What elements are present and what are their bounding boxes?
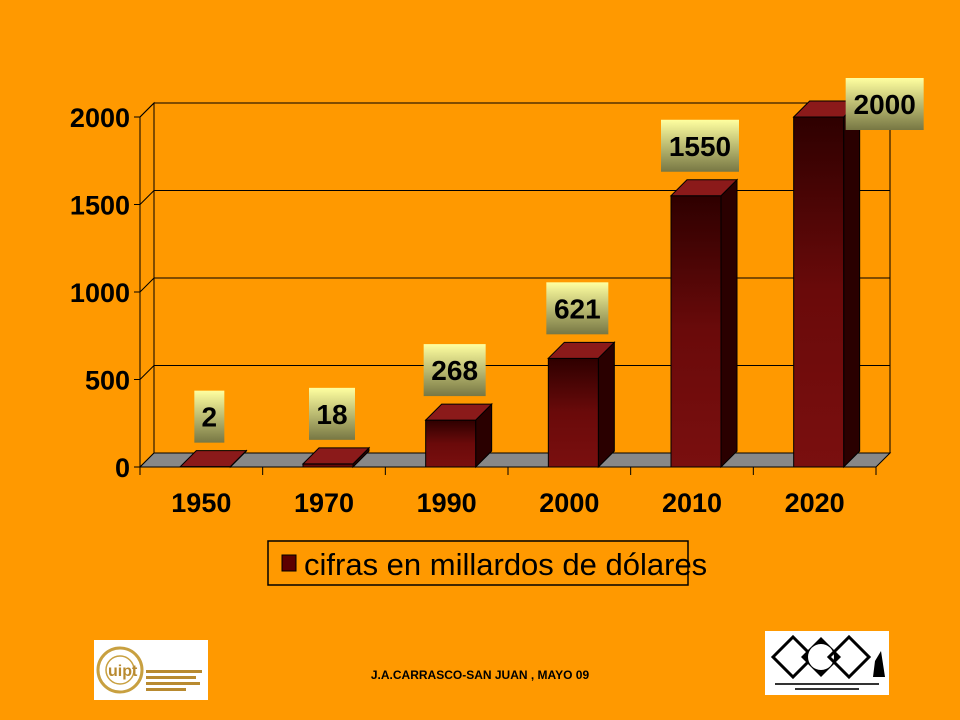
svg-text:uipt: uipt xyxy=(108,663,138,680)
y-tick-label: 0 xyxy=(115,453,130,483)
data-label-box xyxy=(546,282,609,335)
bar xyxy=(547,341,616,469)
data-label: 18 xyxy=(309,387,355,440)
data-label-box xyxy=(309,387,355,440)
bars xyxy=(179,99,861,469)
bar-side xyxy=(597,341,615,469)
data-label-text: 2000 xyxy=(854,89,916,120)
legend: cifras en millardos de dólares xyxy=(267,540,707,586)
y-tick-label: 2000 xyxy=(70,103,130,133)
data-label-box xyxy=(423,344,486,397)
data-label-text: 18 xyxy=(316,399,347,430)
x-tick-label: 1970 xyxy=(294,488,354,518)
x-axis-ticks: 1950 1970 1990 2000 2010 2020 xyxy=(139,467,877,518)
legend-box xyxy=(267,540,689,586)
bar-top xyxy=(547,341,616,359)
data-label-box xyxy=(845,78,924,130)
legend-label: cifras en millardos de dólares xyxy=(304,547,707,582)
legend-swatch xyxy=(281,554,297,572)
x-tick-label: 2010 xyxy=(662,488,722,518)
data-label-text: 621 xyxy=(554,293,601,324)
data-label: 2000 xyxy=(845,78,924,130)
data-label: 2 xyxy=(194,390,225,443)
plot-floor xyxy=(138,452,892,468)
x-tick-label: 2020 xyxy=(785,488,845,518)
bar xyxy=(669,178,739,469)
gridline xyxy=(139,102,890,118)
gridline xyxy=(139,190,890,205)
y-tick-label: 500 xyxy=(85,366,130,396)
data-label-box xyxy=(661,119,739,172)
bar-top xyxy=(669,179,739,197)
data-label-box xyxy=(194,390,225,443)
footer-text: J.A.CARRASCO-SAN JUAN , MAYO 09 xyxy=(370,668,590,682)
y-tick-label: 1500 xyxy=(70,191,130,221)
uipt-logo: uipt xyxy=(94,640,208,700)
bar xyxy=(424,402,493,469)
bar xyxy=(301,446,371,469)
y-axis-ticks: 0 500 1000 1500 2000 xyxy=(70,103,140,483)
bar-front xyxy=(793,116,845,468)
bar-front xyxy=(425,419,477,468)
x-tick-label: 2000 xyxy=(539,488,599,518)
data-label-text: 268 xyxy=(431,355,478,386)
data-label-text: 2 xyxy=(202,402,218,433)
data-label-text: 1550 xyxy=(669,131,731,162)
foro-profesionales-logo xyxy=(765,631,889,695)
x-tick-label: 1950 xyxy=(171,488,231,518)
bar-top xyxy=(301,447,371,465)
data-label: 621 xyxy=(546,282,609,335)
data-labels: 2 18 268 621 1550 2000 xyxy=(194,78,924,443)
data-label: 268 xyxy=(423,344,486,397)
x-tick-label: 1990 xyxy=(417,488,477,518)
y-tick-label: 1000 xyxy=(70,278,130,308)
bar-side xyxy=(843,99,861,469)
bar-top xyxy=(424,403,493,421)
gridlines xyxy=(139,102,890,380)
bar-side xyxy=(720,178,738,469)
bar xyxy=(792,99,861,469)
gridline xyxy=(139,277,890,293)
bar-front xyxy=(547,357,599,468)
gridline xyxy=(139,365,890,380)
bar-front xyxy=(670,195,722,468)
data-label: 1550 xyxy=(661,119,739,172)
